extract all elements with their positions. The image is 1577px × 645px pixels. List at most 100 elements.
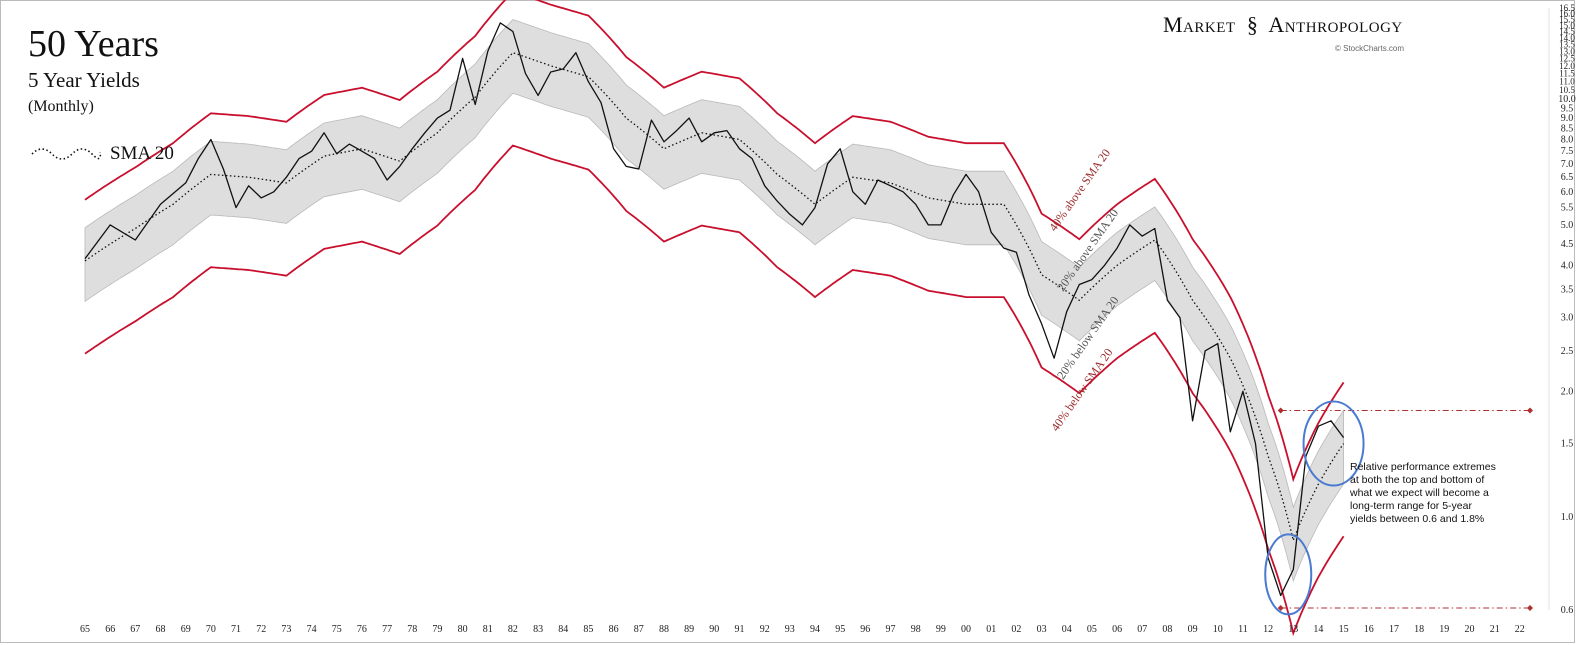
x-tick-label: 91	[735, 624, 745, 635]
x-tick-label: 70	[206, 624, 216, 635]
x-tick-label: 80	[458, 624, 468, 635]
x-tick-label: 11	[1238, 624, 1248, 635]
band-40-lower-line	[84, 144, 1345, 637]
x-tick-label: 02	[1011, 624, 1021, 635]
x-tick-label: 98	[911, 624, 921, 635]
x-tick-label: 85	[583, 624, 593, 635]
chart-frequency: (Monthly)	[28, 98, 94, 115]
y-tick-label: 9.0	[1561, 113, 1574, 124]
y-tick-label: 5.0	[1561, 220, 1574, 231]
x-tick-label: 93	[785, 624, 795, 635]
brand-left: Market	[1163, 12, 1236, 37]
x-tick-label: 78	[407, 624, 417, 635]
price-line	[84, 22, 1345, 597]
x-tick-label: 86	[609, 624, 619, 635]
y-tick-label: 10.5	[1559, 85, 1575, 95]
y-tick-label: 1.5	[1561, 439, 1574, 450]
x-tick-label: 79	[432, 624, 442, 635]
y-tick-label: 1.0	[1561, 512, 1574, 523]
x-tick-label: 94	[810, 624, 820, 635]
y-tick-label: 15.5	[1559, 14, 1575, 24]
x-tick-label: 13	[1288, 624, 1298, 635]
x-tick-label: 15	[1339, 624, 1349, 635]
y-tick-label: 11.0	[1559, 77, 1575, 87]
x-tick-label: 07	[1137, 624, 1147, 635]
y-tick-label: 7.0	[1561, 159, 1574, 170]
x-tick-label: 17	[1389, 624, 1399, 635]
y-tick-label: 6.0	[1561, 187, 1574, 198]
dna-icon: §	[1246, 12, 1259, 37]
chart-title: 50 Years	[28, 23, 159, 65]
x-tick-label: 22	[1515, 624, 1525, 635]
y-tick-label: 2.0	[1561, 386, 1574, 397]
legend-label: SMA 20	[110, 143, 174, 164]
y-tick-label: 10.0	[1558, 94, 1576, 105]
brand-logo: Market § Anthropology	[1163, 12, 1403, 38]
x-tick-label: 77	[382, 624, 392, 635]
highlight-circle-bottom	[1264, 533, 1313, 616]
y-tick-label: 14.5	[1559, 27, 1575, 37]
x-tick-label: 76	[357, 624, 367, 635]
y-tick-label: 8.5	[1561, 124, 1574, 135]
y-tick-label: 7.5	[1561, 146, 1574, 157]
y-tick-label: 4.0	[1561, 260, 1574, 271]
x-tick-label: 20	[1465, 624, 1475, 635]
y-tick-label: 16.5	[1559, 3, 1575, 13]
x-tick-label: 06	[1112, 624, 1122, 635]
x-tick-label: 08	[1162, 624, 1172, 635]
annotation-text: Relative performance extremes at both th…	[1350, 461, 1496, 525]
y-tick-label: 2.5	[1561, 346, 1574, 357]
brand-right: Anthropology	[1268, 12, 1403, 37]
band-40-upper-line	[84, 0, 1345, 483]
x-tick-label: 21	[1490, 624, 1500, 635]
x-tick-label: 19	[1439, 624, 1449, 635]
range-marker-diamond	[1277, 605, 1284, 611]
chart-subtitle: 5 Year Yields	[28, 68, 140, 92]
x-tick-label: 71	[231, 624, 241, 635]
x-tick-label: 84	[558, 624, 568, 635]
x-tick-label: 81	[483, 624, 493, 635]
y-tick-label: 15.0	[1559, 20, 1575, 30]
y-tick-label: 3.5	[1561, 285, 1574, 296]
y-tick-label: 0.6	[1561, 605, 1574, 616]
y-tick-label: 9.5	[1561, 103, 1574, 114]
range-marker-diamond	[1527, 605, 1533, 611]
legend: SMA 20	[30, 143, 174, 165]
y-tick-label: 4.5	[1561, 239, 1574, 250]
x-tick-label: 03	[1037, 624, 1047, 635]
x-tick-label: 69	[181, 624, 191, 635]
credit-text: © StockCharts.com	[1335, 44, 1405, 53]
x-tick-label: 04	[1062, 624, 1072, 635]
x-tick-label: 90	[709, 624, 719, 635]
x-tick-label: 14	[1313, 624, 1323, 635]
y-tick-label: 6.5	[1561, 172, 1574, 183]
x-tick-label: 65	[80, 624, 90, 635]
y-tick-label: 13.0	[1559, 46, 1575, 56]
x-tick-label: 82	[508, 624, 518, 635]
x-tick-label: 72	[256, 624, 266, 635]
sma-line	[84, 51, 1345, 543]
x-tick-label: 10	[1213, 624, 1223, 635]
x-tick-label: 16	[1364, 624, 1374, 635]
x-tick-label: 01	[986, 624, 996, 635]
sma-legend-swatch	[31, 148, 102, 160]
x-tick-label: 18	[1414, 624, 1424, 635]
range-marker-diamond	[1277, 407, 1284, 414]
x-tick-label: 09	[1188, 624, 1198, 635]
y-tick-label: 13.5	[1559, 40, 1575, 50]
range-marker-diamond	[1527, 407, 1533, 414]
y-tick-label: 12.0	[1559, 61, 1575, 71]
band-label: 40% below SMA 20	[1048, 346, 1115, 434]
x-tick-label: 73	[281, 624, 291, 635]
band-20-fill	[84, 19, 1344, 583]
x-tick-label: 92	[760, 624, 770, 635]
x-tick-label: 00	[961, 624, 971, 635]
x-tick-label: 74	[307, 624, 317, 635]
y-tick-label: 11.5	[1559, 69, 1575, 79]
x-tick-label: 83	[533, 624, 543, 635]
x-tick-label: 66	[105, 624, 115, 635]
x-tick-label: 97	[886, 624, 896, 635]
y-tick-label: 12.5	[1559, 53, 1575, 63]
